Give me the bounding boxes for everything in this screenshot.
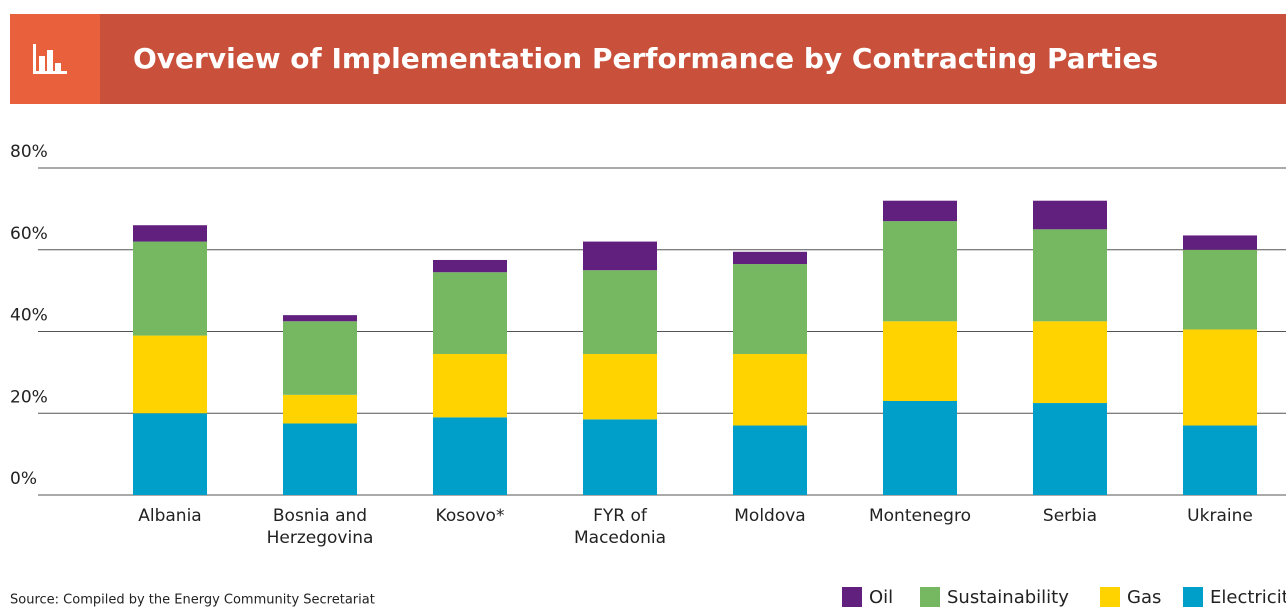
legend-label: Sustainability [947, 587, 1069, 608]
x-tick-label: Albania [138, 506, 201, 526]
legend-swatch [1100, 587, 1120, 607]
bar-segment [1033, 229, 1107, 322]
bar-segment [883, 400, 957, 495]
x-tick-label: Bosnia and Herzegovina [267, 506, 374, 548]
label-line: Ukraine [1187, 506, 1253, 526]
bar-segment [583, 241, 657, 271]
bar-segment [133, 335, 207, 414]
bar-segment [733, 264, 807, 354]
x-tick-label: Kosovo* [436, 506, 505, 526]
x-tick-label: Serbia [1043, 506, 1097, 526]
y-tick-label: 60% [10, 224, 48, 244]
label-line: FYR of [593, 506, 648, 526]
bar-segment [583, 419, 657, 495]
bar-segment [1033, 200, 1107, 230]
bar-segment [733, 353, 807, 426]
y-tick-label: 20% [10, 387, 48, 407]
bar-segment [733, 425, 807, 495]
bar-segment [733, 251, 807, 265]
bar-segment [583, 353, 657, 420]
bar-segment [283, 423, 357, 495]
label-line: Bosnia and [273, 506, 367, 526]
x-tick-label: FYR of Macedonia [574, 506, 666, 548]
legend-swatch [1183, 587, 1203, 607]
x-tick-label: Moldova [734, 506, 805, 526]
bar-segment [433, 272, 507, 354]
bar-segment [1183, 425, 1257, 495]
bar-segment [133, 225, 207, 242]
label-line: Serbia [1043, 506, 1097, 526]
bar-segment [1183, 235, 1257, 250]
label-line: Montenegro [869, 506, 971, 526]
bar-segment [1033, 321, 1107, 404]
bar-segment [433, 417, 507, 495]
bar-segment [1183, 249, 1257, 330]
x-tick-label: Montenegro [869, 506, 971, 526]
legend-label: Oil [869, 587, 893, 608]
bar-segment [133, 241, 207, 336]
bar-segment [583, 270, 657, 354]
label-line: Albania [138, 506, 201, 526]
bar-segment [883, 321, 957, 401]
chart-title: Overview of Implementation Performance b… [133, 42, 1158, 75]
legend-swatch [920, 587, 940, 607]
label-line: Moldova [734, 506, 805, 526]
y-tick-label: 40% [10, 306, 48, 326]
bar-segment [1033, 403, 1107, 495]
bar-segment [433, 353, 507, 418]
label-line: Kosovo* [436, 506, 505, 526]
chart-icon [33, 44, 67, 74]
bar-segment [433, 259, 507, 273]
x-tick-label: Ukraine [1187, 506, 1253, 526]
bar-segment [133, 413, 207, 495]
bar-segment [1183, 329, 1257, 426]
label-line: Herzegovina [267, 528, 374, 548]
label-line: Macedonia [574, 528, 666, 548]
header-bar [10, 14, 1286, 104]
bar-segment [883, 200, 957, 222]
header-icon-box [10, 14, 100, 104]
legend-label: Electricity [1210, 587, 1286, 608]
legend-swatch [842, 587, 862, 607]
y-tick-label: 80% [10, 142, 48, 162]
bar-segment [283, 394, 357, 424]
y-tick-label: 0% [10, 469, 37, 489]
bar-segment [883, 221, 957, 322]
bar-segment [283, 315, 357, 322]
source-note: Source: Compiled by the Energy Community… [10, 593, 375, 608]
legend-label: Gas [1127, 587, 1161, 608]
bar-segment [283, 321, 357, 395]
